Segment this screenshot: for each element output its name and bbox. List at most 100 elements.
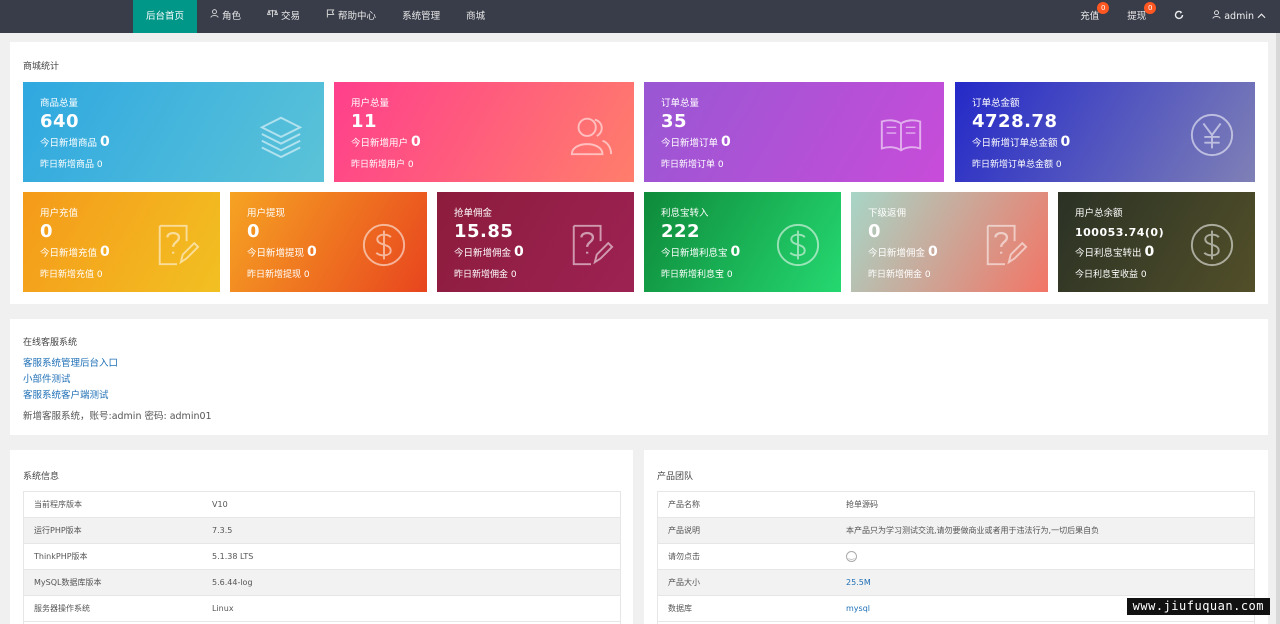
recharge-badge: 0 [1097,2,1110,14]
card-title: 利息宝转入 [661,208,709,219]
stat-card-commission[interactable]: 抢单佣金 15.85 今日新增佣金 0 昨日新增佣金 0 [437,192,634,292]
nav-home-label: 后台首页 [146,11,185,22]
card-title: 用户充值 [40,208,79,219]
stat-card-products[interactable]: 商品总量 640 今日新增商品 0 昨日新增商品 0 [23,82,324,182]
user-icon [1212,0,1221,33]
dollar-icon [362,223,406,267]
team-table: 产品名称 抢单源码 产品说明 本产品只为学习测试交流,请勿要做商业或者用于违法行为,… [657,491,1255,624]
top-navbar: 后台首页 角色 交易 帮助中心 系统管理 商城 充值 0 提现 0 adm [0,0,1280,33]
flag-icon [326,0,335,33]
recharge-label: 充值 [1080,11,1100,22]
nav-trade-label: 交易 [281,11,301,22]
card-today: 今日新增提现 0 [247,244,317,260]
card-yesterday: 昨日新增佣金 0 [868,270,931,280]
nav-mall[interactable]: 商城 [453,0,498,33]
right-nav: 充值 0 提现 0 admin [1066,0,1280,33]
card-title: 抢单佣金 [454,208,493,219]
card-yesterday: 昨日新增充值 0 [40,270,103,280]
user-icon [210,0,219,33]
main-nav: 后台首页 角色 交易 帮助中心 系统管理 商城 [133,0,498,33]
table-row: 数据库 mysql [658,596,1254,622]
card-yesterday: 昨日新增订单总金额 0 [972,160,1062,170]
cs-credentials-note: 新增客服系统，账号:admin 密码: admin01 [23,411,212,422]
card-value: 4728.78 [972,111,1058,132]
card-title: 用户总余额 [1075,208,1123,219]
card-yesterday: 今日利息宝收益 0 [1075,270,1147,280]
card-value: 15.85 [454,221,514,242]
question-doc-icon [158,224,200,266]
product-size-link[interactable]: 25.5M [846,578,871,587]
card-yesterday: 昨日新增利息宝 0 [661,270,733,280]
sysinfo-table: 当前程序版本 V10 运行PHP版本 7.3.5 ThinkPHP版本 5.1.38 … [23,491,621,624]
scrollbar[interactable] [1276,33,1280,624]
card-today: 今日新增佣金 0 [868,244,938,260]
book-icon [880,119,922,152]
nav-help[interactable]: 帮助中心 [313,0,389,33]
card-today: 今日新增利息宝 0 [661,244,741,260]
withdraw-label: 提现 [1127,11,1147,22]
nav-role[interactable]: 角色 [197,0,254,33]
sysinfo-panel: 系统信息 当前程序版本 V10 运行PHP版本 7.3.5 ThinkPHP版本 5.… [10,450,633,624]
smile-icon[interactable]: ‿ [846,551,857,562]
users-icon [570,117,613,156]
card-value: 100053.74(0) [1075,226,1165,239]
card-title: 订单总量 [661,98,700,109]
table-row: 产品名称 抢单源码 [658,492,1254,518]
card-yesterday: 昨日新增用户 0 [351,160,414,170]
cs-widget-link[interactable]: 小部件测试 [23,374,71,385]
stats-title: 商城统计 [23,62,60,72]
stat-card-recharge[interactable]: 用户充值 0 今日新增充值 0 昨日新增充值 0 [23,192,220,292]
refresh-button[interactable] [1160,0,1198,33]
cs-admin-link[interactable]: 客服系统管理后台入口 [23,358,119,369]
card-yesterday: 昨日新增商品 0 [40,160,103,170]
table-row: 运行PHP版本 7.3.5 [24,518,620,544]
card-yesterday: 昨日新增订单 0 [661,160,724,170]
user-menu[interactable]: admin [1198,0,1280,33]
withdraw-button[interactable]: 提现 0 [1113,0,1160,33]
table-row: 当前程序版本 V10 [24,492,620,518]
nav-help-label: 帮助中心 [338,11,377,22]
watermark: www.jiufuquan.com [1126,598,1270,615]
card-value: 222 [661,221,701,242]
stat-card-interest-in[interactable]: 利息宝转入 222 今日新增利息宝 0 昨日新增利息宝 0 [644,192,841,292]
card-today: 今日新增订单 0 [661,134,731,150]
cs-title: 在线客服系统 [23,338,78,348]
stat-card-order-amount[interactable]: 订单总金额 4728.78 今日新增订单总金额 0 昨日新增订单总金额 0 [955,82,1255,182]
table-row: MySQL数据库版本 5.6.44-log [24,570,620,596]
table-row: 产品大小 25.5M [658,570,1254,596]
sysinfo-title: 系统信息 [23,472,60,482]
stat-card-withdraw[interactable]: 用户提现 0 今日新增提现 0 昨日新增提现 0 [230,192,427,292]
card-today: 今日新增充值 0 [40,244,110,260]
card-today: 今日新增商品 0 [40,134,110,150]
question-doc-icon [572,224,614,266]
card-value: 11 [351,111,378,132]
card-title: 用户提现 [247,208,286,219]
recharge-button[interactable]: 充值 0 [1066,0,1113,33]
cs-panel: 在线客服系统 客服系统管理后台入口 小部件测试 客服系统客户端测试 新增客服系统… [10,319,1268,435]
team-panel: 产品团队 产品名称 抢单源码 产品说明 本产品只为学习测试交流,请勿要做商业或者用于… [644,450,1268,624]
stat-card-users[interactable]: 用户总量 11 今日新增用户 0 昨日新增用户 0 [334,82,634,182]
cs-client-link[interactable]: 客服系统客户端测试 [23,390,109,401]
stat-card-rebate[interactable]: 下级返佣 0 今日新增佣金 0 昨日新增佣金 0 [851,192,1048,292]
dollar-icon [1190,223,1234,267]
nav-role-label: 角色 [222,11,242,22]
user-name: admin [1224,11,1254,22]
card-value: 0 [868,221,882,242]
nav-trade[interactable]: 交易 [254,0,313,33]
nav-system[interactable]: 系统管理 [389,0,453,33]
layers-icon [259,116,303,158]
card-value: 0 [247,221,261,242]
database-link[interactable]: mysql [846,604,870,613]
table-row: 请勿点击 ‿ [658,544,1254,570]
stat-card-total-balance[interactable]: 用户总余额 100053.74(0) 今日利息宝转出 0 今日利息宝收益 0 [1058,192,1255,292]
nav-system-label: 系统管理 [402,11,441,22]
dollar-icon [776,223,820,267]
stat-card-orders[interactable]: 订单总量 35 今日新增订单 0 昨日新增订单 0 [644,82,944,182]
table-row: ThinkPHP版本 5.1.38 LTS [24,544,620,570]
card-value: 35 [661,111,688,132]
question-doc-icon [986,224,1028,266]
card-title: 下级返佣 [868,208,907,219]
nav-mall-label: 商城 [466,11,486,22]
withdraw-badge: 0 [1144,2,1157,14]
nav-home[interactable]: 后台首页 [133,0,198,33]
